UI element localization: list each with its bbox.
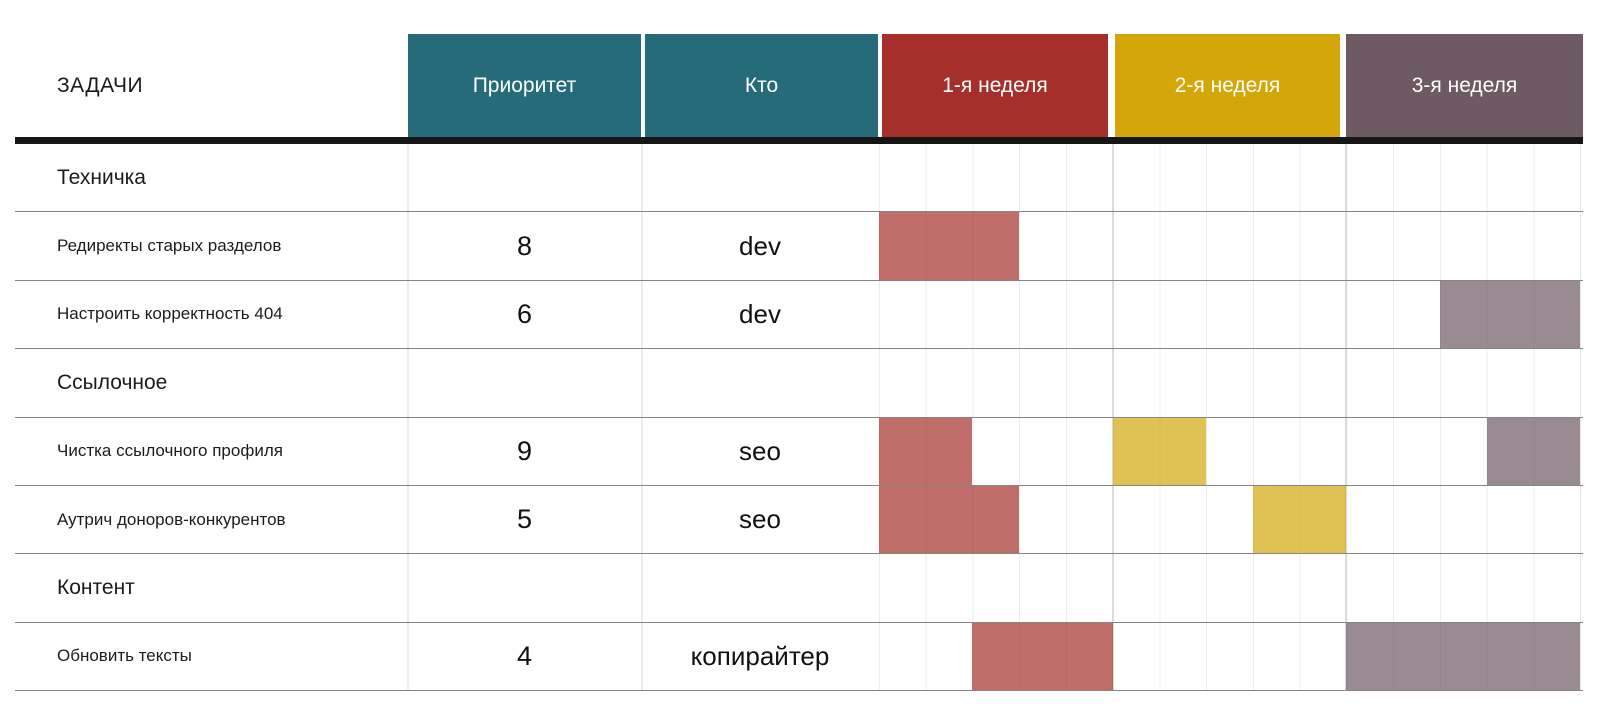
- task-row: Настроить корректность 404 6 dev: [15, 281, 1583, 350]
- priority-value: 5: [516, 504, 533, 535]
- week1-column-header: 1-я неделя: [882, 34, 1108, 137]
- who-value: seo: [739, 504, 781, 535]
- who-column-separator: [641, 144, 643, 691]
- who-value: копирайтер: [690, 640, 830, 671]
- week2-week3-separator: [1345, 144, 1347, 691]
- who-value: dev: [739, 230, 781, 261]
- task-label: Чистка ссылочного профиля: [57, 441, 283, 461]
- section-row: Техничка: [15, 144, 1583, 213]
- tasks-column-header: ЗАДАЧИ: [57, 74, 144, 97]
- task-label: Обновить тексты: [57, 646, 192, 666]
- task-row: Редиректы старых разделов 8 dev: [15, 212, 1583, 281]
- section-row: Ссылочное: [15, 349, 1583, 418]
- task-label: Настроить корректность 404: [57, 304, 283, 324]
- task-row: Чистка ссылочного профиля 9 seo: [15, 418, 1583, 486]
- section-row: Контент: [15, 554, 1583, 623]
- priority-column-separator: [407, 144, 409, 691]
- week2-column-header: 2-я неделя: [1115, 34, 1340, 137]
- section-label: Ссылочное: [57, 370, 168, 394]
- priority-value: 9: [516, 435, 533, 466]
- priority-column-header: Приоритет: [408, 34, 641, 137]
- priority-value: 6: [516, 298, 533, 329]
- task-label: Редиректы старых разделов: [57, 236, 282, 256]
- task-row: Аутрич доноров-конкурентов 5 seo: [15, 486, 1583, 555]
- task-row: Обновить тексты 4 копирайтер: [15, 623, 1583, 691]
- priority-value: 4: [516, 640, 533, 671]
- who-value: dev: [739, 298, 781, 329]
- who-column-header: Кто: [645, 34, 878, 137]
- who-value: seo: [739, 435, 781, 466]
- task-label: Аутрич доноров-конкурентов: [57, 509, 286, 529]
- section-label: Техничка: [57, 165, 146, 189]
- section-label: Контент: [57, 575, 135, 599]
- task-table-rows: Техничка Редиректы старых разделов 8 dev Нас…: [15, 144, 1583, 691]
- week3-column-header: 3-я неделя: [1346, 34, 1583, 137]
- priority-value: 8: [516, 230, 533, 261]
- header-divider-bar: [15, 137, 1583, 144]
